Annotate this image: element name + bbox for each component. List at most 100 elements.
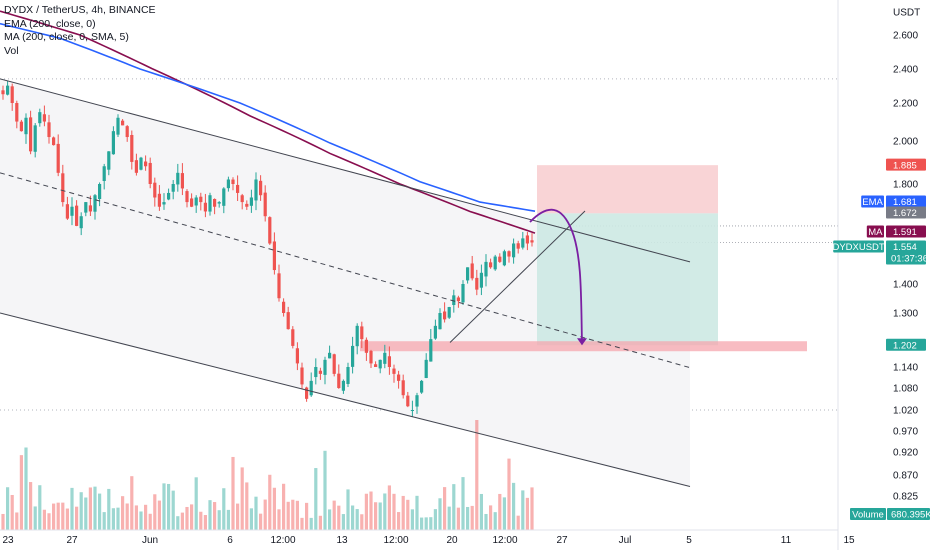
- candle-body: [162, 202, 166, 205]
- candle-body: [364, 339, 368, 353]
- candle-body: [466, 267, 470, 281]
- candle-body: [484, 261, 488, 277]
- volume-bar: [88, 487, 92, 530]
- volume-bar: [360, 514, 364, 530]
- candle-body: [383, 352, 387, 364]
- price-value-text: 1.672: [893, 208, 917, 219]
- take-profit-zone: [537, 213, 718, 346]
- candle-body: [19, 121, 23, 132]
- candle-body: [134, 160, 138, 173]
- volume-bar: [277, 509, 281, 530]
- candle-body: [479, 272, 483, 288]
- candle-body: [15, 103, 19, 122]
- trendline-drawings[interactable]: [0, 78, 691, 488]
- volume-bar: [61, 502, 65, 530]
- candle-body: [70, 206, 74, 216]
- price-tick-label: 2.200: [893, 99, 918, 110]
- time-tick-label: 13: [336, 535, 348, 546]
- drawing-zones: [0, 78, 807, 487]
- volume-bar: [443, 487, 447, 530]
- price-tick-label: 0.870: [893, 471, 918, 482]
- candle-body: [6, 85, 10, 95]
- price-tick-label: 1.400: [893, 280, 918, 291]
- volume-bar: [355, 509, 359, 530]
- candle-body: [157, 193, 161, 207]
- volume-bar: [475, 420, 479, 530]
- candle-body: [93, 195, 97, 212]
- candle-body: [415, 395, 419, 407]
- candle-body: [1, 90, 5, 95]
- volume-bar: [498, 493, 502, 530]
- volume-bar: [507, 458, 511, 530]
- volume-bar: [245, 482, 249, 530]
- time-tick-label: 27: [556, 535, 568, 546]
- volume-bar: [15, 512, 19, 530]
- price-tick-label: 1.080: [893, 384, 918, 395]
- volume-bar: [314, 468, 318, 530]
- volume-bar: [406, 499, 410, 530]
- volume-bar: [282, 483, 286, 530]
- candle-body: [61, 173, 65, 203]
- rising-trend-line: [449, 210, 586, 343]
- candle-body: [355, 325, 359, 347]
- volume-bar: [410, 509, 414, 530]
- volume-bar: [415, 495, 419, 530]
- price-tick-label: 0.920: [893, 448, 918, 459]
- volume-bar: [98, 493, 102, 530]
- candle-body: [410, 410, 414, 411]
- volume-bar: [42, 509, 46, 530]
- indicator-name-text: DYDXUSDT: [832, 242, 884, 253]
- candle-body: [52, 137, 56, 146]
- volume-bar: [148, 513, 152, 530]
- candle-body: [332, 354, 336, 374]
- candle-body: [167, 192, 171, 200]
- price-value-text: 1.554: [893, 242, 917, 253]
- volume-bar: [346, 489, 350, 530]
- indicator-name-text: EMA: [862, 197, 883, 208]
- ma-legend[interactable]: MA (200, close, 0, SMA, 5): [4, 31, 129, 43]
- volume-bar: [502, 497, 506, 530]
- volume-bar: [226, 509, 230, 530]
- candle-body: [369, 350, 373, 364]
- time-tick-label: 12:00: [492, 535, 517, 546]
- ema-legend[interactable]: EMA (200, close, 0): [4, 17, 96, 30]
- volume-bar: [328, 509, 332, 530]
- ema-line: [0, 22, 536, 213]
- candle-body: [98, 184, 102, 200]
- candle-body: [272, 241, 276, 271]
- volume-bar: [295, 500, 299, 530]
- time-axis[interactable]: 23 27 Jun 6 12:00 13 12:00 20 12:00 27 Jul 5 11 15: [0, 529, 855, 546]
- volume-bar: [309, 517, 313, 530]
- price-value-tag: [886, 195, 926, 208]
- candle-body: [300, 367, 304, 385]
- time-tick-label: 27: [66, 535, 78, 546]
- volume-bar: [84, 497, 88, 530]
- volume-bar: [153, 494, 157, 530]
- price-axis[interactable]: USDT 2.600 2.400 2.200 2.000 1.800 1.400 1.300 1…: [837, 0, 920, 550]
- candle-body: [360, 326, 364, 340]
- volume-bar: [337, 505, 341, 530]
- vol-legend[interactable]: Vol: [4, 44, 19, 57]
- candle-body: [42, 114, 46, 122]
- symbol-title[interactable]: DYDX / TetherUS, 4h, BINANCE: [4, 4, 156, 16]
- volume-bar: [236, 503, 240, 530]
- volume-bar: [461, 477, 465, 530]
- price-tick-label: 1.020: [893, 406, 918, 417]
- volume-bar: [213, 502, 217, 530]
- candle-body: [512, 243, 516, 258]
- price-value-tag: [886, 225, 926, 238]
- volume-bar: [116, 507, 120, 530]
- volume-bar: [121, 496, 125, 530]
- volume-bar: [171, 490, 175, 530]
- candle-body: [203, 202, 207, 212]
- volume-bar: [139, 511, 143, 530]
- volume-bar: [300, 517, 304, 530]
- volume-bar: [52, 503, 56, 530]
- candle-body: [314, 367, 318, 378]
- candle-body: [10, 86, 14, 103]
- price-value-text: 1.591: [893, 227, 917, 238]
- volume-bar: [456, 507, 460, 530]
- volume-bar: [369, 491, 373, 530]
